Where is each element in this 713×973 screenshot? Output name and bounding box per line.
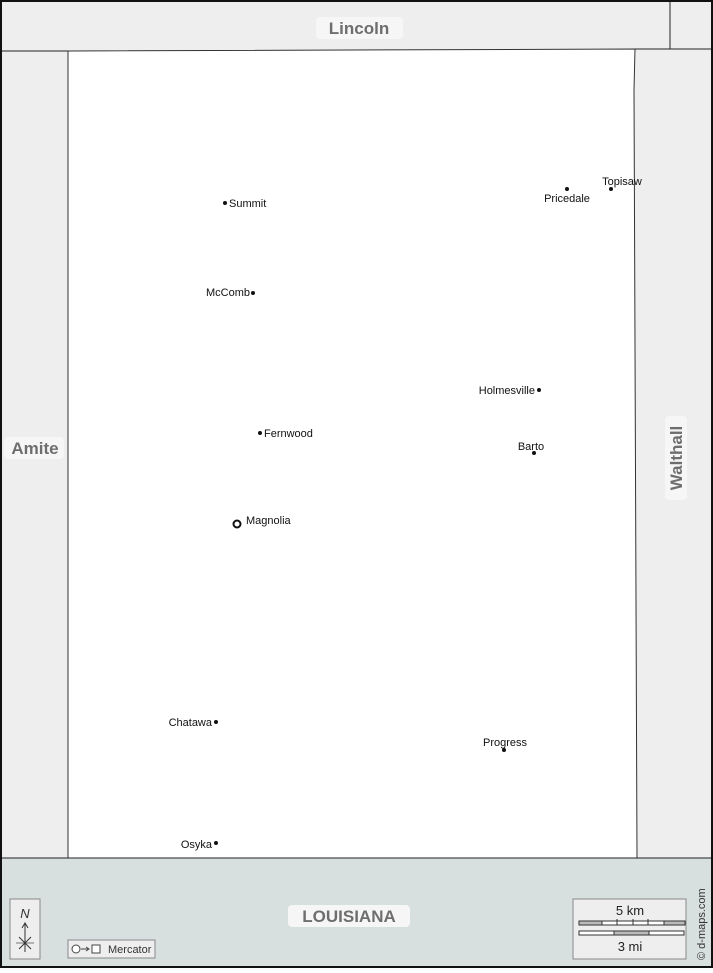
- label-bg: [288, 905, 410, 927]
- scale-bar-mi: [578, 930, 685, 936]
- town-marker-icon: [251, 291, 255, 295]
- town-marker-icon: [214, 720, 218, 724]
- label-bg: [316, 17, 403, 39]
- town-marker-icon: [258, 431, 262, 435]
- circle-to-square-icon: [71, 944, 101, 954]
- town-label: Pricedale: [544, 193, 590, 205]
- label-bg: [4, 437, 64, 459]
- town-label: McComb: [206, 287, 250, 299]
- town-label: Topisaw: [602, 176, 642, 188]
- town-label: Fernwood: [264, 428, 313, 440]
- town-marker-icon: [537, 388, 541, 392]
- town-marker-icon: [609, 187, 613, 191]
- towns-layer: Summit Topisaw Pricedale McComb Holmesville F…: [169, 176, 642, 851]
- town-marker-icon: [223, 201, 227, 205]
- town-label: Holmesville: [479, 385, 535, 397]
- town-label: Progress: [483, 737, 528, 749]
- town-label: Summit: [229, 198, 266, 210]
- scale-bar-km: [578, 919, 686, 926]
- capital-marker-icon: [232, 519, 242, 529]
- scale-mi-label: 3 mi: [618, 939, 643, 954]
- projection-box: [67, 939, 156, 959]
- pike-county: [67, 48, 638, 859]
- town-marker-icon: [565, 187, 569, 191]
- neighbor-lincoln: Lincoln: [329, 19, 389, 38]
- town-marker-icon: [214, 841, 218, 845]
- scale-box: [572, 898, 687, 960]
- north-arrow-icon: [16, 922, 34, 952]
- compass-label: N: [20, 906, 30, 921]
- neighbor-louisiana: LOUISIANA: [302, 907, 396, 926]
- scale-km-label: 5 km: [616, 903, 644, 918]
- town-marker-icon: [502, 748, 506, 752]
- projection-label: Mercator: [108, 944, 152, 956]
- neighbor-walthall: Walthall: [667, 426, 686, 491]
- town-label: Magnolia: [246, 515, 292, 527]
- town-label: Chatawa: [169, 717, 213, 729]
- town-label: Osyka: [181, 839, 213, 851]
- label-bg: [665, 416, 687, 500]
- credit: © d-maps.com: [696, 888, 708, 960]
- town-label: Barto: [518, 441, 544, 453]
- neighbor-amite: Amite: [11, 439, 58, 458]
- town-marker-icon: [532, 451, 536, 455]
